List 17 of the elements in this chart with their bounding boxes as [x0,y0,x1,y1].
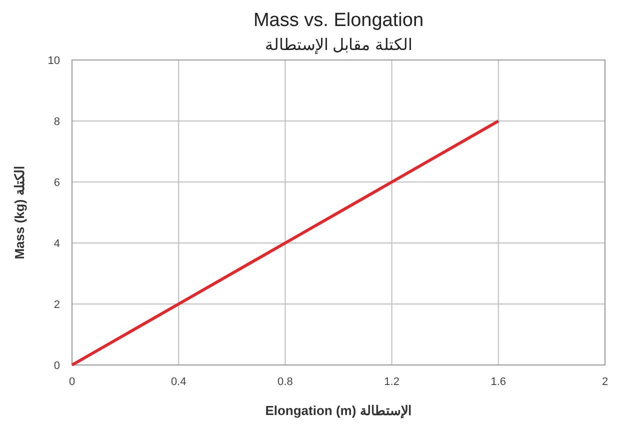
y-axis-title: Mass (kg) الكتلة [12,166,27,260]
x-axis-title: Elongation (m) الإستطالة [265,403,412,419]
chart-title: Mass vs. Elongation [253,10,424,31]
x-tick-label: 0.4 [170,376,186,388]
y-tick-label: 6 [54,177,60,189]
x-tick-label: 0.8 [278,376,293,388]
y-tick-label: 0 [54,360,60,372]
x-tick-label: 1.6 [490,376,506,388]
x-tick-label: 0 [68,376,76,388]
x-tick-label: 2 [602,376,608,388]
y-tick-label: 8 [54,116,60,128]
y-tick-label: 4 [54,238,60,250]
line-series [70,120,500,366]
y-tick-label: 10 [48,55,60,67]
x-tick-label: 1.2 [384,376,400,388]
y-tick-label: 2 [54,299,60,311]
chart-subtitle: الكتلة مقابل الإستطالة [265,37,412,54]
